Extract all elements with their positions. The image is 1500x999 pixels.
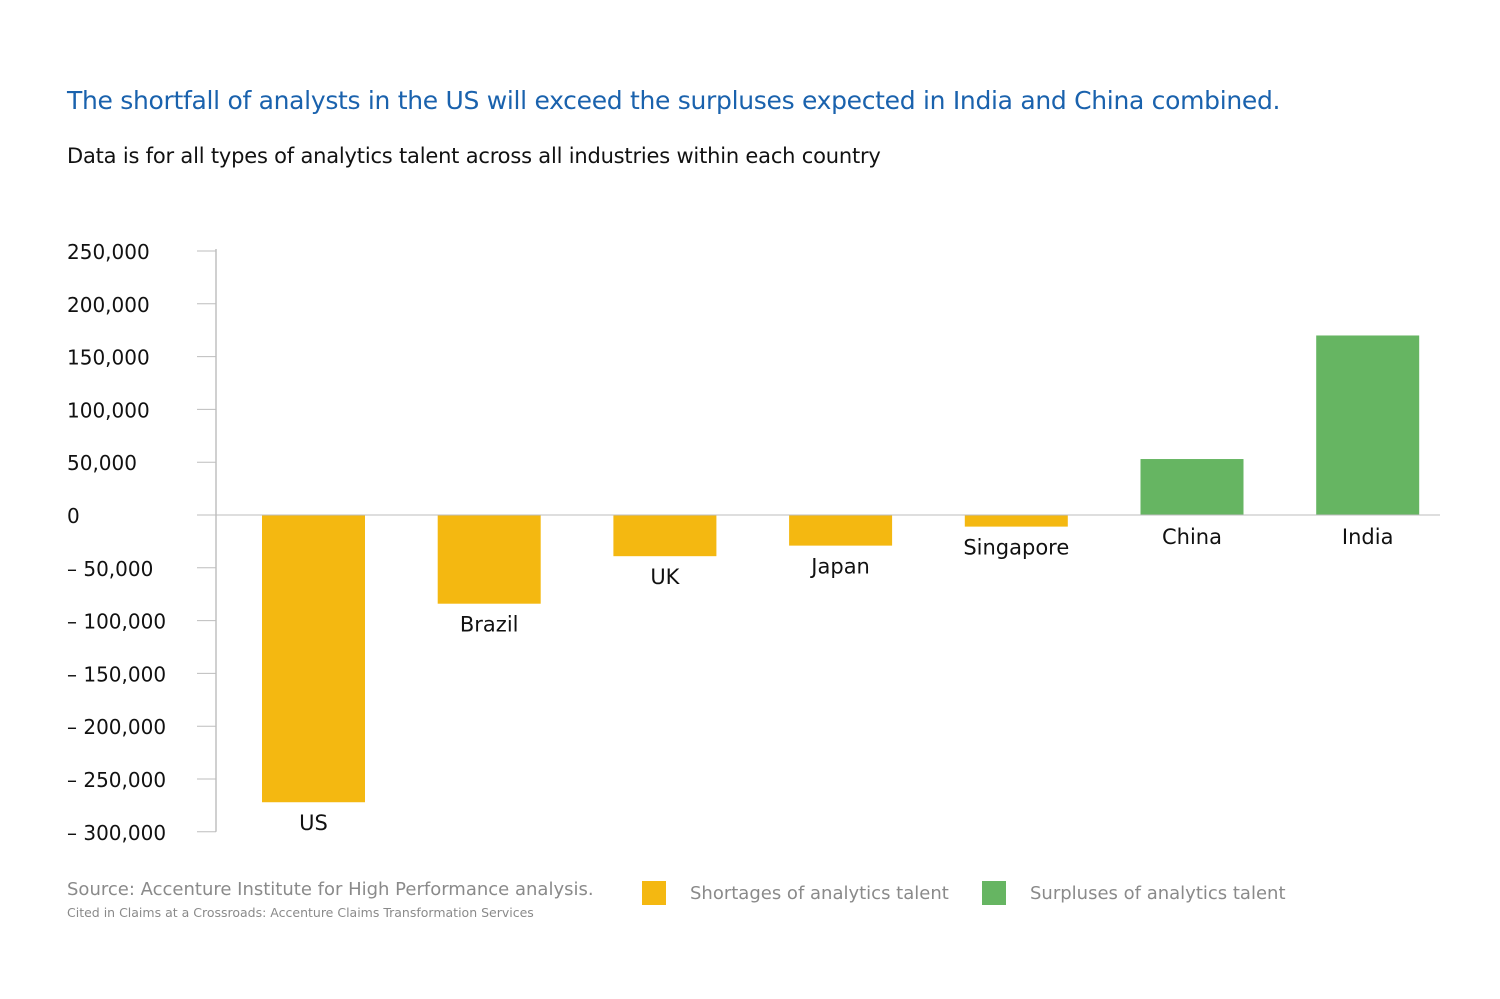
category-label: China xyxy=(1162,525,1222,549)
chart-title: The shortfall of analysts in the US will… xyxy=(67,86,1281,115)
source-note: Source: Accenture Institute for High Per… xyxy=(67,879,594,900)
bar-us xyxy=(262,515,365,803)
bar-uk xyxy=(613,515,717,557)
y-tick-label: – 200,000 xyxy=(67,715,166,739)
category-label: UK xyxy=(650,565,680,589)
y-tick-label: – 50,000 xyxy=(67,557,153,581)
category-label: Brazil xyxy=(460,613,519,637)
y-tick-label: – 250,000 xyxy=(67,768,166,792)
y-tick-label: 0 xyxy=(67,504,80,528)
chart-subtitle: Data is for all types of analytics talen… xyxy=(67,144,881,168)
y-tick-label: 100,000 xyxy=(67,398,150,422)
bar-india xyxy=(1316,335,1420,515)
legend-swatch-surpluses xyxy=(982,881,1006,905)
bar-brazil xyxy=(437,515,541,604)
legend-swatch-shortages xyxy=(642,881,666,905)
y-tick-label: 50,000 xyxy=(67,451,137,475)
y-tick-label: – 150,000 xyxy=(67,662,166,686)
category-label: Japan xyxy=(809,555,870,579)
legend-item-shortages: Shortages of analytics talent xyxy=(642,881,949,905)
y-tick-label: – 100,000 xyxy=(67,610,166,634)
bar-japan xyxy=(789,515,893,546)
bar-singapore xyxy=(964,515,1068,527)
y-tick-label: 200,000 xyxy=(67,293,150,317)
y-tick-label: 250,000 xyxy=(67,240,150,264)
y-tick-label: – 300,000 xyxy=(67,821,166,845)
legend-label-surpluses: Surpluses of analytics talent xyxy=(1030,882,1286,904)
legend-item-surpluses: Surpluses of analytics talent xyxy=(982,881,1286,905)
bar-china xyxy=(1140,459,1244,515)
y-tick-label: 150,000 xyxy=(67,346,150,370)
cited-note: Cited in Claims at a Crossroads: Accentu… xyxy=(67,905,534,920)
legend-label-shortages: Shortages of analytics talent xyxy=(690,882,949,904)
category-label: US xyxy=(299,811,328,835)
category-label: India xyxy=(1342,525,1394,549)
category-label: Singapore xyxy=(963,536,1069,560)
